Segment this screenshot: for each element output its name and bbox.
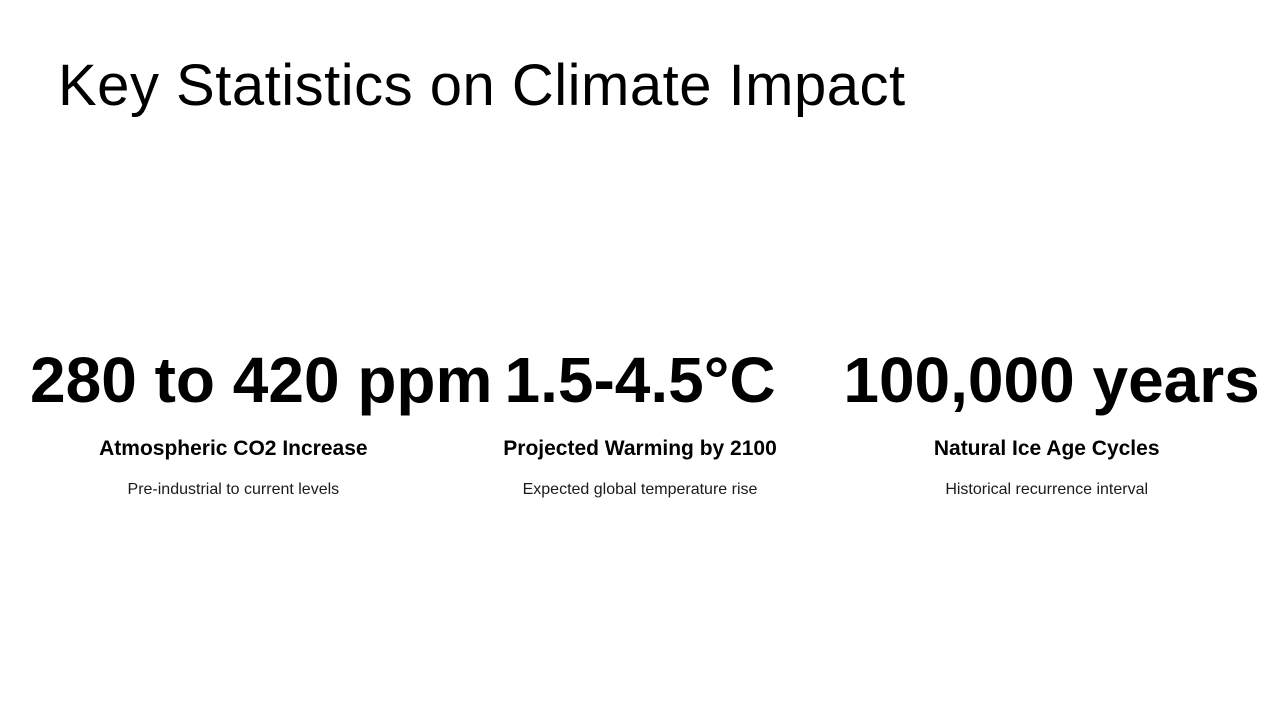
stat-label-co2: Atmospheric CO2 Increase: [99, 436, 368, 460]
stat-description-warming: Expected global temperature rise: [522, 480, 758, 498]
stat-value-warming: 1.5-4.5°C: [504, 344, 776, 416]
stat-card-ice-age-cycles: 100,000 years Natural Ice Age Cycles His…: [843, 344, 1260, 499]
stat-value-co2: 280 to 420 ppm: [30, 344, 493, 416]
stats-row: 280 to 420 ppm Atmospheric CO2 Increase …: [30, 344, 1260, 499]
stat-label-warming: Projected Warming by 2100: [503, 436, 777, 460]
stat-card-projected-warming: 1.5-4.5°C Projected Warming by 2100 Expe…: [437, 344, 844, 499]
stat-description-co2: Pre-industrial to current levels: [127, 480, 340, 498]
stat-value-ice-age: 100,000 years: [843, 344, 1260, 416]
stat-card-co2-increase: 280 to 420 ppm Atmospheric CO2 Increase …: [30, 344, 493, 499]
stat-label-ice-age: Natural Ice Age Cycles: [933, 436, 1160, 460]
slide-title: Key Statistics on Climate Impact: [58, 53, 906, 118]
stat-description-ice-age: Historical recurrence interval: [945, 480, 1149, 498]
